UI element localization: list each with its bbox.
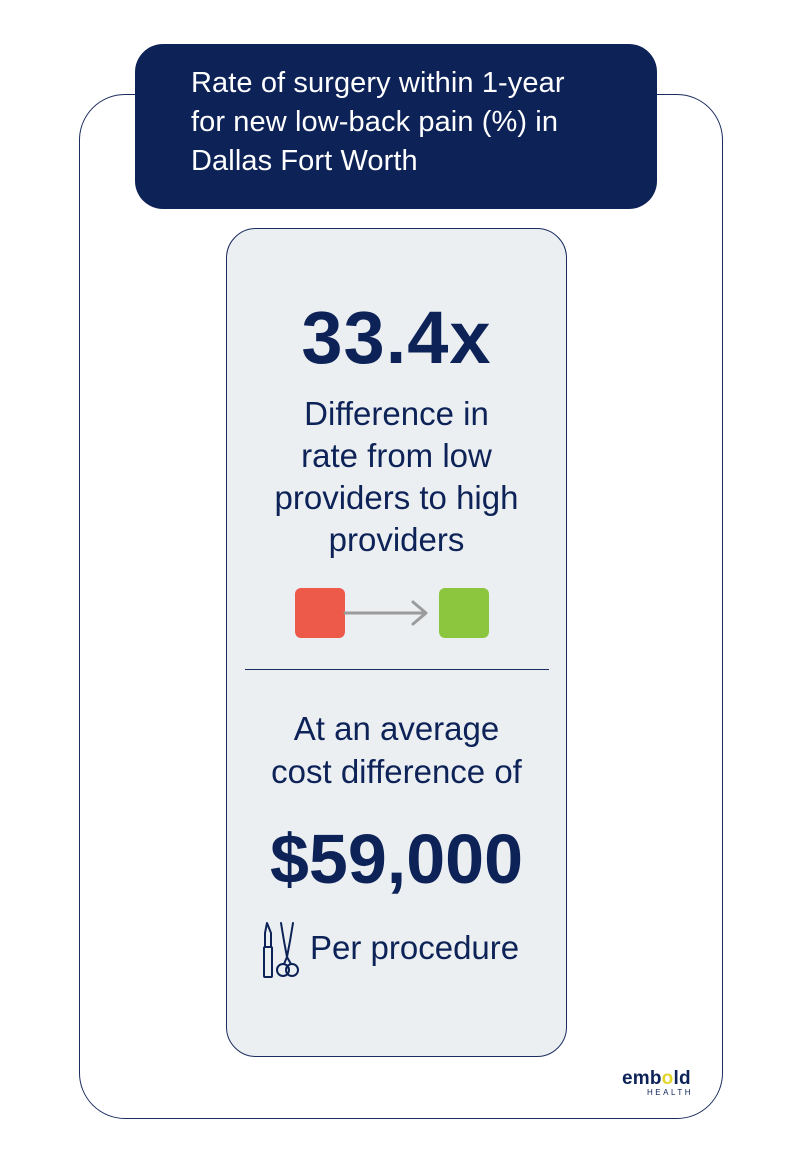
green-square-icon bbox=[439, 588, 489, 638]
description-line-1: Difference in bbox=[304, 395, 489, 432]
divider bbox=[245, 669, 549, 670]
arrow-right-icon bbox=[343, 600, 428, 626]
title-line-2: for new low-back pain (%) in bbox=[191, 106, 559, 138]
cost-value: $59,000 bbox=[269, 820, 524, 898]
per-procedure-label: Per procedure bbox=[310, 929, 520, 966]
per-procedure-row: Per procedure bbox=[259, 919, 549, 981]
page-title: Rate of surgery within 1-year for new lo… bbox=[191, 64, 627, 181]
low-to-high-graphic bbox=[295, 588, 489, 638]
cost-intro-line-1: At an average bbox=[293, 710, 500, 747]
logo-wordmark: embold bbox=[622, 1068, 691, 1089]
title-banner: Rate of surgery within 1-year for new lo… bbox=[135, 44, 657, 209]
multiplier-description: Difference in rate from low providers to… bbox=[237, 393, 556, 561]
cost-intro: At an average cost difference of bbox=[227, 707, 566, 793]
multiplier-value: 33.4x bbox=[301, 296, 492, 379]
logo-subtitle: HEALTH bbox=[647, 1088, 693, 1097]
description-line-3: providers to high bbox=[274, 479, 519, 516]
description-line-2: rate from low bbox=[301, 437, 492, 474]
title-line-3: Dallas Fort Worth bbox=[191, 145, 418, 177]
red-square-icon bbox=[295, 588, 345, 638]
title-line-1: Rate of surgery within 1-year bbox=[191, 67, 565, 99]
surgical-tools-icon bbox=[263, 922, 299, 978]
embold-health-logo: embold HEALTH bbox=[622, 1068, 698, 1098]
description-line-4: providers bbox=[328, 521, 465, 558]
stat-card: 33.4x Difference in rate from low provid… bbox=[226, 228, 567, 1057]
cost-intro-line-2: cost difference of bbox=[271, 753, 522, 790]
